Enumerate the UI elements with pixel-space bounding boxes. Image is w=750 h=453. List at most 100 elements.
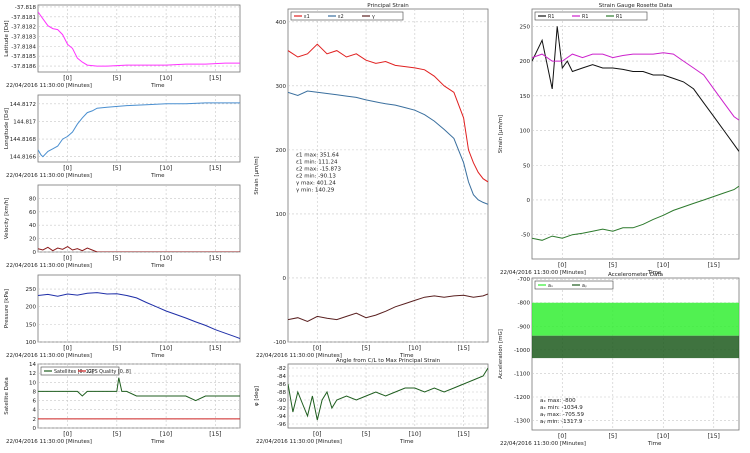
principal-annotation: γ min: 140.29	[296, 187, 335, 193]
accelerometer-x-tick-label: [0]	[558, 433, 567, 440]
latitude-y-tick-label: -37.8183	[11, 35, 36, 41]
principal-x-axis-label: Time	[399, 353, 414, 359]
principal-annotation: ε1 min: 111.24	[296, 159, 338, 165]
longitude-y-tick-label: 144.8172	[10, 102, 36, 108]
pressure-x-tick-label: [5]	[113, 345, 122, 352]
longitude-y-tick-label: 144.8168	[10, 137, 37, 143]
rosette-title: Strain Gauge Rosette Data	[599, 3, 673, 9]
pressure-date-label: 22/04/2016 11:30:00 [Minutes]	[6, 353, 92, 359]
longitude-y-tick-label: 144.817	[13, 119, 36, 125]
satellite-x-tick-label: [15]	[209, 431, 221, 438]
velocity-y-tick-label: 20	[29, 237, 36, 243]
principal-series-line	[288, 293, 488, 323]
satellite-legend-entry: Satellites [0..12]	[54, 369, 94, 375]
latitude-y-tick-label: -37.8184	[11, 44, 36, 50]
pressure-x-tick-label: [0]	[63, 345, 72, 352]
rosette-series-group	[532, 26, 739, 241]
principal-legend	[290, 11, 404, 21]
pressure-x-tick-label: [15]	[209, 345, 221, 352]
angle-y-axis-label: φ [deg]	[254, 386, 260, 406]
principal-y-tick-label: 400	[276, 20, 287, 26]
accelerometer-annotation: aₓ min: -1034.9	[540, 405, 583, 411]
accelerometer-x-axis-label: Time	[647, 441, 662, 447]
pressure-x-tick-label: [10]	[160, 345, 172, 352]
angle-y-tick-label: -92	[277, 406, 286, 412]
pressure-y-axis-label: Pressure [kPa]	[4, 289, 10, 328]
latitude-series-line	[38, 11, 240, 67]
longitude-x-tick-label: [10]	[160, 165, 172, 172]
latitude-x-axis-label: Time	[150, 83, 165, 89]
rosette-x-tick-label: [15]	[708, 262, 720, 269]
rosette-x-tick-label: [0]	[558, 262, 567, 269]
longitude-x-tick-label: [5]	[113, 165, 122, 172]
principal-x-tick-label: [10]	[409, 345, 421, 352]
longitude-chart: [0] [5] [10] [15] 144.8172 144.817 144.8168 144…	[4, 94, 241, 179]
accelerometer-date-label: 22/04/2016 11:30:00 [Minutes]	[500, 441, 586, 447]
longitude-y-axis-label: Longitude [Dd]	[4, 108, 10, 149]
velocity-x-axis-label: Time	[150, 263, 165, 269]
satellite-x-tick-label: [10]	[160, 431, 172, 438]
rosette-chart: [0] [5] [10] [15] 250 200 150 100 50 0 -50 Strain […	[498, 3, 740, 276]
latitude-y-tick-label: -37.818	[15, 5, 37, 11]
latitude-x-tick-label: [5]	[113, 75, 122, 82]
principal-x-tick-label: [15]	[457, 345, 469, 352]
angle-y-tick-label: -82	[277, 366, 286, 372]
pressure-chart: [0] [5] [10] [15] 250 200 150 100 Pressure [kPa]…	[4, 274, 241, 359]
velocity-chart: [0] [5] [10] [15] 0 20 40 60 80 Velocity [km/h] 22…	[4, 184, 241, 269]
latitude-series-group	[38, 11, 240, 67]
satellite-legend-entry: GPS Quality [0..8]	[88, 369, 131, 375]
longitude-x-tick-label: [15]	[209, 165, 221, 172]
pressure-y-tick-label: 100	[26, 340, 37, 346]
satellite-date-label: 22/04/2016 11:30:00 [Minutes]	[6, 439, 92, 445]
accelerometer-y-tick-label: -800	[518, 301, 531, 307]
principal-plot-area	[287, 8, 489, 343]
satellite-x-tick-label: [0]	[63, 431, 72, 438]
angle-y-tick-label: -90	[277, 398, 286, 404]
satellite-series-group	[38, 377, 240, 420]
velocity-series-line	[38, 246, 240, 252]
latitude-y-tick-label: -37.8185	[11, 54, 36, 60]
velocity-y-tick-label: 40	[29, 223, 36, 229]
accelerometer-series-group	[532, 302, 739, 359]
rosette-plot-area	[531, 8, 740, 260]
longitude-plot-area	[37, 94, 241, 163]
accelerometer-y-tick-label: -1000	[514, 348, 530, 354]
rosette-x-axis-label: Time	[647, 270, 662, 276]
accelerometer-chart: [0] [5] [10] [15] -700 -800 -900 -1000 -1100 -120…	[498, 272, 740, 447]
velocity-series-group	[38, 246, 240, 252]
principal-y-tick-label: 300	[276, 84, 287, 90]
satellite-y-tick-label: 4	[33, 408, 37, 414]
longitude-y-tick-label: 144.8166	[10, 155, 37, 161]
angle-plot-area	[287, 363, 489, 429]
satellite-y-tick-label: 14	[29, 362, 36, 368]
longitude-series-group	[38, 102, 240, 158]
rosette-series-line	[532, 185, 739, 241]
rosette-x-tick-label: [5]	[609, 262, 618, 269]
pressure-series-group	[38, 292, 240, 339]
accelerometer-x-tick-label: [10]	[657, 433, 669, 440]
principal-legend-entry: γ	[372, 15, 375, 20]
rosette-y-tick-label: 100	[520, 129, 531, 135]
latitude-y-tick-label: -37.8182	[11, 25, 36, 31]
rosette-legend-entry: R1	[616, 14, 622, 20]
rosette-y-tick-label: 250	[520, 24, 531, 30]
accelerometer-legend-entry: aᵧ	[582, 284, 587, 289]
rosette-y-tick-label: 150	[520, 94, 531, 100]
pressure-y-tick-label: 250	[26, 287, 37, 293]
principal-annotation: ε2 max: -15.873	[296, 166, 342, 172]
principal-annotation: ε2 min: -90.13	[296, 173, 336, 179]
angle-date-label: 22/04/2016 11:30:00 [Minutes]	[256, 439, 342, 445]
angle-title: Angle from C/L to Max Principal Strain	[336, 358, 441, 364]
angle-x-tick-label: [15]	[457, 431, 469, 438]
principal-y-tick-label: 200	[276, 148, 287, 154]
angle-series-line	[288, 367, 488, 421]
rosette-y-tick-label: 0	[527, 198, 531, 204]
accelerometer-legend-entry: aₓ	[548, 284, 553, 289]
principal-series-line	[288, 90, 488, 205]
latitude-y-tick-label: -37.8181	[11, 15, 36, 21]
latitude-plot-area	[37, 4, 241, 73]
principal-x-tick-label: [5]	[362, 345, 371, 352]
angle-y-tick-label: -96	[277, 422, 286, 428]
angle-series-group	[288, 367, 488, 421]
